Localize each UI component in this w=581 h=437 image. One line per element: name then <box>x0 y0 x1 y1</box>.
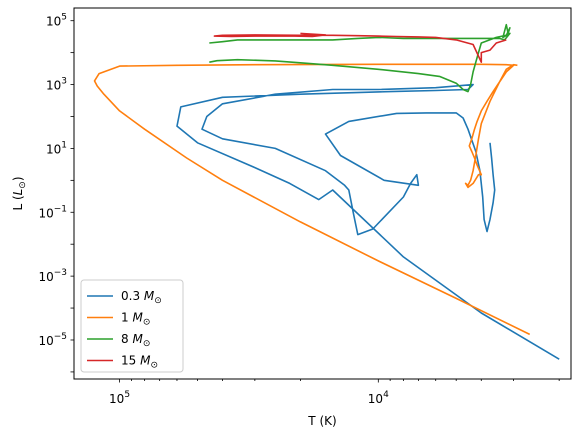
y-axis-ticks: 105 103 101 10−1 10−3 10−5 <box>38 13 74 373</box>
y-tick-label: 10−5 <box>38 332 67 348</box>
y-tick-label: 103 <box>46 77 67 93</box>
series-line-1 <box>176 83 560 360</box>
y-tick-label: 10−3 <box>38 268 67 284</box>
legend-label: 15 M⊙ <box>121 354 158 371</box>
series-line-4 <box>213 32 507 64</box>
series-line-2 <box>93 63 531 336</box>
plot-frame <box>73 7 572 380</box>
y-tick-label: 101 <box>46 140 67 156</box>
x-tick-label: 105 <box>109 390 130 406</box>
y-tick-label: 105 <box>46 13 67 29</box>
x-axis-label: T (K) <box>307 414 336 428</box>
x-tick-label: 104 <box>368 390 389 406</box>
legend: 0.3 M⊙ 1 M⊙ 8 M⊙ 15 M⊙ <box>80 279 184 373</box>
legend-box <box>80 279 184 373</box>
x-axis-ticks: 105 104 <box>109 379 560 406</box>
y-tick-label: 10−1 <box>38 204 67 220</box>
legend-label: 0.3 M⊙ <box>121 289 162 306</box>
series-layer <box>93 23 560 360</box>
y-axis-label: L (L⊙) <box>11 176 28 210</box>
legend-label: 8 M⊙ <box>121 332 150 349</box>
legend-label: 1 M⊙ <box>121 311 150 328</box>
series-line-3 <box>209 23 511 93</box>
